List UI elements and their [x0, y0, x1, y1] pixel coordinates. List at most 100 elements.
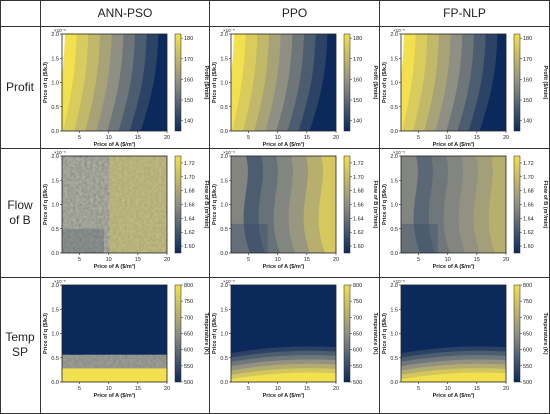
- colorbar-tick-label: 1.62: [184, 230, 195, 236]
- colorbar-label: Profit ($/min): [372, 66, 378, 100]
- heatmap-panel: 5 10 15 20 0.0 0.5 1.0 1.5 2.0×10⁻⁵ Price of A ($…: [212, 279, 378, 399]
- colorbar: [343, 33, 351, 132]
- y-exponent-label: ×10⁻⁵: [54, 150, 66, 155]
- colorbar-tick-label: 650: [353, 332, 362, 338]
- x-tick-label: 5: [247, 135, 250, 141]
- y-tick-label: 2.0: [51, 154, 59, 160]
- column-header-fp-nlp: FP-NLP: [443, 6, 486, 20]
- colorbar-tick-label: 650: [184, 332, 193, 338]
- colorbar-tick-label: 600: [353, 348, 362, 354]
- x-tick-label: 15: [135, 135, 141, 141]
- y-tick-label: 0.0: [51, 129, 59, 135]
- y-tick-label: 2.0: [220, 32, 228, 38]
- colorbar-tick-label: 180: [353, 36, 362, 42]
- colorbar-tick-label: 160: [353, 77, 362, 83]
- colorbar: [343, 155, 351, 254]
- colorbar-tick-label: 1.70: [523, 175, 534, 181]
- frame-top: [0, 0, 550, 1]
- y-tick-label: 0.0: [51, 251, 59, 257]
- row-header-line: SP: [11, 345, 28, 359]
- colorbar-tick-label: 1.66: [523, 203, 534, 209]
- y-tick-label: 0.5: [390, 227, 398, 233]
- y-tick-label: 0.5: [220, 105, 228, 111]
- colorbar-label: Temperature (K): [372, 312, 378, 354]
- x-tick-label: 10: [106, 257, 112, 263]
- colorbar-tick-label: 750: [523, 299, 532, 305]
- y-tick-label: 0.0: [220, 380, 228, 386]
- y-tick-label: 1.5: [390, 56, 398, 62]
- row-header-temp-sp: Temp SP: [0, 330, 40, 360]
- colorbar-tick-label: 170: [184, 57, 193, 63]
- x-axis-label: Price of A ($/m³): [263, 263, 305, 270]
- y-axis-label: Price of q ($/kJ): [382, 62, 388, 103]
- colorbar-tick-label: 140: [523, 119, 532, 125]
- y-tick-label: 1.0: [390, 203, 398, 209]
- y-tick-label: 2.0: [390, 154, 398, 160]
- y-tick-label: 0.0: [390, 380, 398, 386]
- colorbar-tick-label: 600: [184, 348, 193, 354]
- contour-band: [401, 223, 438, 253]
- row-header-line: Flow: [7, 198, 33, 212]
- contour-band: [401, 372, 506, 382]
- y-tick-label: 1.5: [51, 307, 59, 313]
- y-tick-label: 1.0: [220, 81, 228, 87]
- noise-texture: [62, 156, 167, 253]
- x-tick-label: 20: [503, 386, 509, 392]
- x-tick-label: 5: [78, 257, 81, 263]
- y-exponent-label: ×10⁻⁵: [393, 28, 405, 33]
- y-tick-label: 1.5: [51, 178, 59, 184]
- colorbar-tick-label: 150: [184, 98, 193, 104]
- y-tick-label: 1.5: [390, 307, 398, 313]
- y-tick-label: 0.5: [51, 227, 59, 233]
- y-tick-label: 0.0: [51, 380, 59, 386]
- heatmap-panel: 5 10 15 20 0.0 0.5 1.0 1.5 2.0×10⁻⁵ Price of A ($…: [43, 28, 209, 148]
- colorbar-tick-label: 650: [523, 332, 532, 338]
- colorbar-label: Flow of B (m³/min): [203, 181, 210, 229]
- colorbar-tick-label: 140: [353, 119, 362, 125]
- heatmap-area: [62, 34, 167, 131]
- y-tick-label: 1.0: [390, 332, 398, 338]
- y-tick-label: 1.0: [220, 203, 228, 209]
- colorbar: [513, 33, 521, 132]
- x-tick-label: 15: [474, 135, 480, 141]
- y-exponent-label: ×10⁻⁵: [54, 279, 66, 284]
- x-tick-label: 15: [304, 386, 310, 392]
- colorbar-tick-label: 500: [523, 380, 532, 386]
- row-header-flow-of-b: Flow of B: [0, 198, 40, 228]
- contour-band: [62, 228, 104, 253]
- colorbar-tick-label: 550: [523, 364, 532, 370]
- y-tick-label: 2.0: [220, 154, 228, 160]
- y-tick-label: 1.0: [51, 81, 59, 87]
- colorbar-tick-label: 1.68: [353, 189, 364, 195]
- x-tick-label: 20: [503, 135, 509, 141]
- colorbar-tick-label: 500: [184, 380, 193, 386]
- colorbar-tick-label: 1.70: [353, 175, 364, 181]
- colorbar-tick-label: 1.70: [184, 175, 195, 181]
- colorbar-tick-label: 160: [523, 77, 532, 83]
- y-tick-label: 0.5: [390, 356, 398, 362]
- colorbar-tick-label: 1.72: [353, 161, 364, 167]
- row-divider: [0, 277, 550, 278]
- y-tick-label: 0.0: [390, 251, 398, 257]
- x-tick-label: 20: [164, 135, 170, 141]
- heatmap-area: [401, 285, 506, 382]
- colorbar-tick-label: 1.62: [353, 230, 364, 236]
- x-tick-label: 20: [503, 257, 509, 263]
- col-divider: [209, 0, 210, 414]
- y-tick-label: 0.5: [220, 356, 228, 362]
- colorbar-tick-label: 1.66: [353, 203, 364, 209]
- colorbar: [513, 155, 521, 254]
- y-tick-label: 0.0: [390, 129, 398, 135]
- colorbar-tick-label: 140: [184, 119, 193, 125]
- y-exponent-label: ×10⁻⁵: [223, 150, 235, 155]
- y-tick-label: 1.5: [220, 178, 228, 184]
- x-tick-label: 20: [333, 386, 339, 392]
- x-tick-label: 5: [417, 386, 420, 392]
- colorbar-tick-label: 150: [523, 98, 532, 104]
- heatmap-area: [62, 285, 167, 382]
- colorbar-tick-label: 800: [523, 283, 532, 289]
- x-tick-label: 10: [275, 135, 281, 141]
- x-axis-label: Price of A ($/m³): [433, 141, 475, 148]
